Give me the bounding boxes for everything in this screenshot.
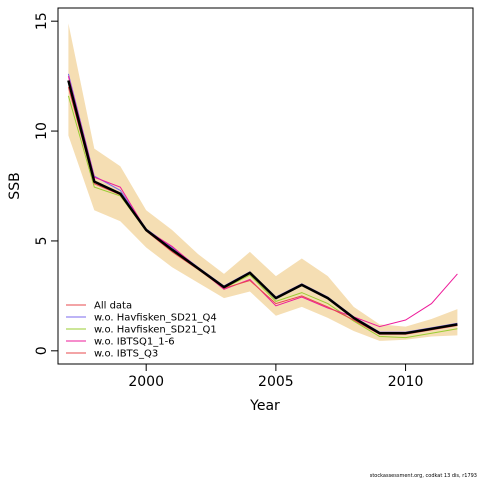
main-line-layer	[67, 80, 458, 335]
x-tick-label-2005: 2005	[258, 374, 294, 390]
legend-label-4: w.o. IBTSQ1_1-6	[94, 337, 175, 348]
y-tick-label-5: 5	[34, 236, 50, 245]
y-tick-label-10: 10	[34, 122, 50, 140]
plot-frame	[57, 7, 474, 365]
x-tick-label-2000: 2000	[128, 374, 164, 390]
confidence-band-layer	[68, 23, 458, 341]
legend-label-5: w.o. IBTS_Q3	[94, 349, 158, 360]
main-estimate-line	[67, 80, 458, 335]
legend-label-3: w.o. Havfisken_SD21_Q1	[94, 325, 217, 336]
x-axis: 2000 2005 2010	[128, 364, 423, 390]
y-tick-label-0: 0	[34, 346, 50, 355]
footnote: stockassessment.org, codkat 13 dis, r179…	[369, 473, 477, 479]
x-axis-title: Year	[249, 398, 280, 414]
y-axis: 0 5 10 15	[34, 12, 58, 355]
x-tick-label-2010: 2010	[388, 374, 424, 390]
y-axis-title: SSB	[7, 172, 23, 199]
legend-label-1: All data	[94, 301, 132, 312]
confidence-band	[68, 23, 458, 341]
legend-label-2: w.o. Havfisken_SD21_Q4	[94, 313, 217, 324]
y-tick-label-15: 15	[34, 12, 50, 30]
